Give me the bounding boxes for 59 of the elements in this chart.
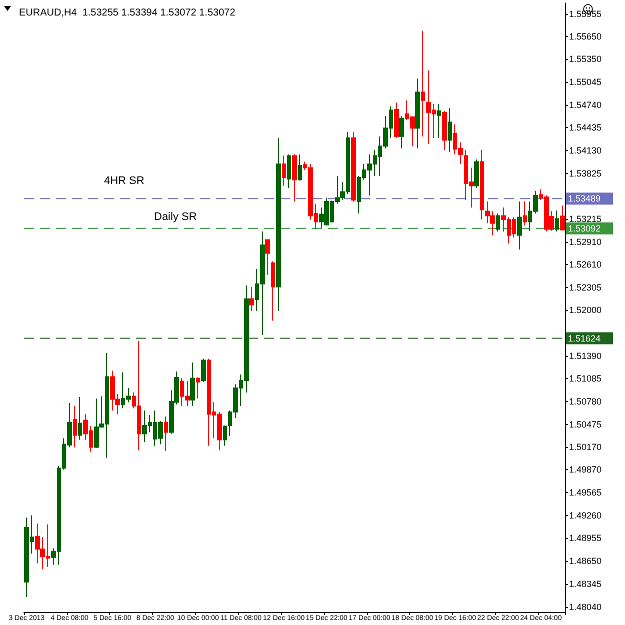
y-tick-label: 1.50475: [569, 419, 602, 430]
y-tick-label: 1.52910: [569, 236, 602, 247]
y-tick-label: 1.54130: [569, 146, 602, 156]
ref-line-label: 4HR SR: [104, 175, 144, 188]
candlestick: [265, 239, 270, 276]
y-tick-label: 1.54435: [569, 122, 602, 133]
candlestick: [287, 154, 291, 189]
chart-title: EURAUD,H4 1.53255 1.53394 1.53072 1.53072: [19, 8, 236, 18]
candlestick: [164, 416, 168, 452]
y-tick-label: 1.48345: [569, 578, 602, 589]
text: 1.53092: [568, 223, 601, 234]
candlestick: [351, 131, 356, 202]
ref-line-label: Daily SR: [154, 210, 197, 223]
y-tick-label: 1.51390: [569, 350, 602, 361]
candlestick: [523, 201, 527, 226]
y-tick-label: 1.52305: [569, 282, 602, 292]
candlestick: [421, 30, 425, 137]
candlestick: [448, 107, 452, 153]
candlestick: [196, 377, 200, 400]
y-tick-label: 1.55045: [569, 77, 602, 88]
y-tick-label: 1.55350: [569, 54, 602, 64]
y-tick-label: 1.53825: [569, 168, 602, 178]
y-tick-label: 1.51085: [569, 374, 602, 384]
y-tick-label: 1.48650: [569, 556, 602, 566]
y-tick-label: 1.49870: [569, 464, 602, 475]
text: 1.51624: [568, 333, 601, 344]
y-tick-label: 1.49565: [569, 488, 602, 498]
candlestick: [276, 137, 281, 312]
y-tick-label: 1.52610: [569, 259, 602, 270]
candlestick: [437, 104, 441, 138]
candlestick: [474, 159, 479, 189]
candlestick: [399, 116, 404, 149]
y-tick-label: 1.52000: [569, 305, 602, 316]
candlestick: [78, 396, 82, 440]
candlestick: [271, 260, 275, 322]
candlestick: [394, 102, 399, 138]
candlestick: [517, 201, 522, 250]
candlestick: [496, 212, 500, 232]
candlestick: [298, 154, 302, 182]
y-tick-label: 1.49260: [569, 510, 602, 520]
candlestick: [442, 110, 447, 150]
y-tick-label: 1.55650: [569, 32, 602, 42]
y-tick-label: 1.48040: [569, 602, 602, 612]
candlestick: [555, 210, 559, 232]
y-tick-label: 1.50780: [569, 396, 602, 407]
y-tick-label: 1.55955: [569, 8, 602, 19]
y-tick-label: 1.48955: [569, 533, 602, 544]
text: 1.53489: [568, 194, 601, 204]
candlestick: [73, 406, 77, 448]
candlestick: [292, 154, 297, 202]
candlestick: [480, 149, 484, 220]
candlestick: [201, 358, 206, 383]
candlestick: [249, 286, 254, 312]
candlestick: [282, 155, 286, 186]
candlestick: [415, 78, 420, 149]
candlestick: [190, 362, 195, 407]
y-tick-label: 1.50170: [569, 442, 602, 452]
y-tick-label: 1.54740: [569, 100, 602, 110]
y-tick-label: 1.53215: [569, 214, 602, 224]
